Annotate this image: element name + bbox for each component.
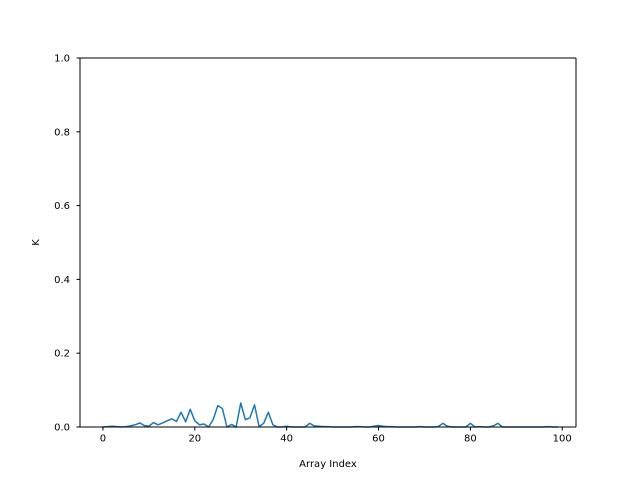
y-tick-label: 0.0 <box>54 423 70 434</box>
x-tick-label: 80 <box>464 434 477 445</box>
x-tick-label: 60 <box>372 434 385 445</box>
x-tick-label: 40 <box>280 434 293 445</box>
y-tick-label: 0.4 <box>54 275 70 286</box>
ticks-layer: 0 20 40 60 80 100 0.0 0.2 0.4 0.6 0.8 1.0 <box>54 54 572 445</box>
axes-layer <box>79 57 577 428</box>
y-tick-label: 0.2 <box>54 349 70 360</box>
x-tick-label: 100 <box>553 434 572 445</box>
x-tick-label: 0 <box>100 434 106 445</box>
y-tick-label: 0.8 <box>54 127 70 138</box>
y-axis-label: K <box>31 239 42 246</box>
plot-area <box>80 58 576 427</box>
y-tick-label: 1.0 <box>54 54 70 65</box>
x-axis-label: Array Index <box>299 459 357 470</box>
y-tick-label: 0.6 <box>54 201 70 212</box>
x-tick-label: 20 <box>188 434 201 445</box>
